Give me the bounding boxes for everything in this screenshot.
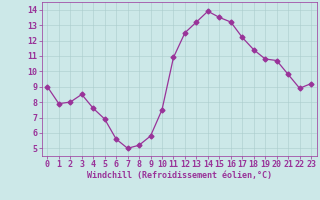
X-axis label: Windchill (Refroidissement éolien,°C): Windchill (Refroidissement éolien,°C) [87,171,272,180]
